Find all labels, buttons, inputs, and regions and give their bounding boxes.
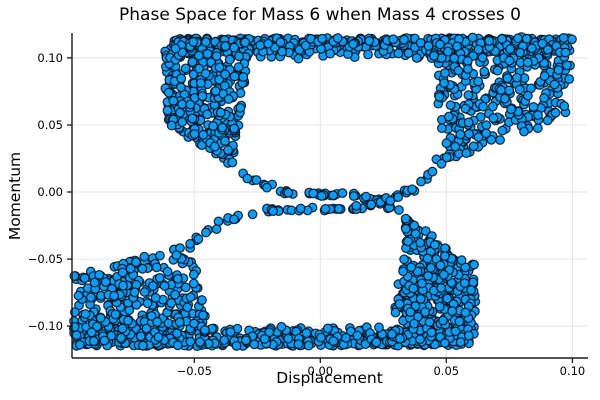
plot-title: Phase Space for Mass 6 when Mass 4 cross… [119, 5, 521, 25]
x-axis-label: Displacement [276, 369, 383, 387]
scatter-points [68, 32, 577, 352]
y-tick-label: 0.10 [37, 51, 63, 65]
x-tick-label: 0.05 [433, 364, 459, 378]
y-tick-label: −0.05 [28, 252, 63, 266]
y-tick-label: −0.10 [28, 319, 63, 333]
y-axis-label: Momentum [6, 151, 24, 241]
y-tick-label: 0.00 [37, 185, 63, 199]
axis-spines [71, 33, 588, 359]
y-axis-ticks: 0.10 0.05 0.00 −0.05 −0.10 [28, 51, 72, 333]
y-tick-label: 0.05 [37, 118, 63, 132]
x-tick-label: 0.10 [560, 364, 586, 378]
x-axis-ticks: −0.05 0.00 0.05 0.10 [177, 358, 586, 378]
x-tick-label: −0.05 [177, 364, 212, 378]
x-tick-label: 0.00 [307, 364, 333, 378]
